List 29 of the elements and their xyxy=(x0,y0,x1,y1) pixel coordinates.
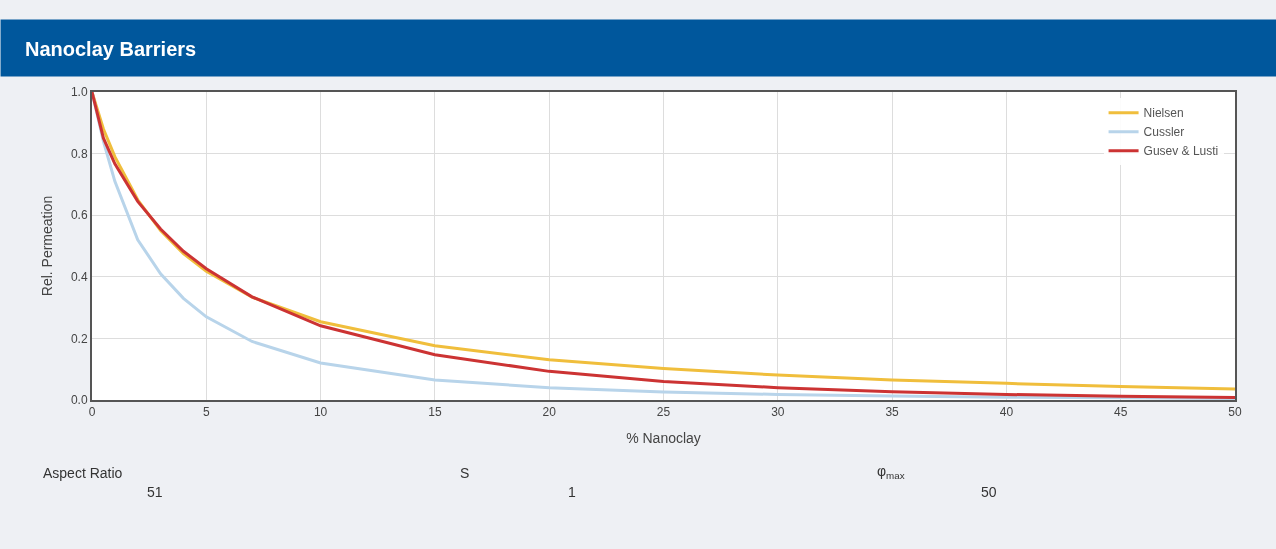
x-tick-label: 5 xyxy=(202,405,210,420)
x-tick-label: 25 xyxy=(656,405,671,420)
x-tick-label: 35 xyxy=(885,405,900,420)
text: φ$_{max}$ xyxy=(877,463,905,481)
legend-label: Cussler xyxy=(1143,125,1185,140)
x-tick-label: 20 xyxy=(542,405,557,420)
chart-title: Nanoclay Barriers xyxy=(25,38,197,60)
y-tick-label: 0.4 xyxy=(70,270,88,284)
x-tick-label: 40 xyxy=(999,405,1014,420)
x-tick-label: 50 xyxy=(1228,405,1242,420)
text: S xyxy=(460,465,470,481)
y-tick-label: 0.8 xyxy=(70,146,88,161)
y-tick-label: 0.0 xyxy=(70,393,88,408)
x-tick-label: 45 xyxy=(1114,405,1128,420)
y-axis-title: Rel. Permeation xyxy=(39,195,56,297)
text: 50 xyxy=(981,484,997,500)
y-tick-label: 1.0 xyxy=(70,85,88,100)
y-tick-label: 0.6 xyxy=(70,208,88,223)
y-tick-label: 0.2 xyxy=(70,331,88,346)
x-tick-label: 0 xyxy=(88,405,96,420)
x-tick-label: 30 xyxy=(771,405,785,420)
legend-label: Gusev & Lusti xyxy=(1143,144,1219,159)
x-tick-label: 10 xyxy=(313,405,328,420)
legend-label: Nielsen xyxy=(1143,106,1184,121)
text: 51 xyxy=(147,484,163,500)
x-tick-label: 15 xyxy=(428,405,442,420)
text: 1 xyxy=(568,484,576,500)
x-axis-title: % Nanoclay xyxy=(626,430,701,447)
text: Aspect Ratio xyxy=(43,465,123,481)
